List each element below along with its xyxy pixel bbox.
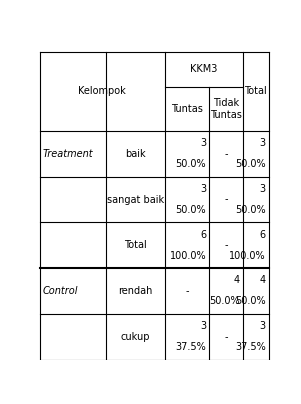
Text: 3: 3 bbox=[260, 138, 266, 148]
Text: rendah: rendah bbox=[118, 286, 153, 296]
Text: 3: 3 bbox=[200, 184, 206, 194]
Text: 100.0%: 100.0% bbox=[170, 251, 206, 261]
Text: Treatment: Treatment bbox=[42, 149, 93, 159]
Text: -: - bbox=[224, 149, 228, 159]
Text: sangat baik: sangat baik bbox=[107, 194, 164, 204]
Text: 3: 3 bbox=[260, 321, 266, 331]
Text: 50.0%: 50.0% bbox=[176, 205, 206, 215]
Text: 50.0%: 50.0% bbox=[209, 297, 240, 307]
Text: Control: Control bbox=[42, 286, 78, 296]
Text: 100.0%: 100.0% bbox=[229, 251, 266, 261]
Text: 6: 6 bbox=[260, 230, 266, 240]
Text: Total: Total bbox=[244, 86, 267, 96]
Text: 4: 4 bbox=[260, 276, 266, 286]
Text: 3: 3 bbox=[260, 184, 266, 194]
Text: Total: Total bbox=[124, 240, 147, 250]
Text: 4: 4 bbox=[234, 276, 240, 286]
Text: 50.0%: 50.0% bbox=[235, 159, 266, 169]
Text: -: - bbox=[185, 286, 189, 296]
Text: cukup: cukup bbox=[121, 332, 150, 342]
Text: Tuntas: Tuntas bbox=[171, 104, 203, 114]
Text: 50.0%: 50.0% bbox=[235, 297, 266, 307]
Text: 3: 3 bbox=[200, 321, 206, 331]
Text: 6: 6 bbox=[200, 230, 206, 240]
Text: Tidak
Tuntas: Tidak Tuntas bbox=[210, 98, 242, 120]
Text: -: - bbox=[224, 332, 228, 342]
Text: 50.0%: 50.0% bbox=[176, 159, 206, 169]
Text: Kelompok: Kelompok bbox=[79, 86, 126, 96]
Text: -: - bbox=[224, 194, 228, 204]
Text: baik: baik bbox=[125, 149, 146, 159]
Text: -: - bbox=[224, 240, 228, 250]
Text: 50.0%: 50.0% bbox=[235, 205, 266, 215]
Text: 37.5%: 37.5% bbox=[235, 342, 266, 352]
Text: 3: 3 bbox=[200, 138, 206, 148]
Text: KKM3: KKM3 bbox=[190, 65, 218, 74]
Text: 37.5%: 37.5% bbox=[175, 342, 206, 352]
